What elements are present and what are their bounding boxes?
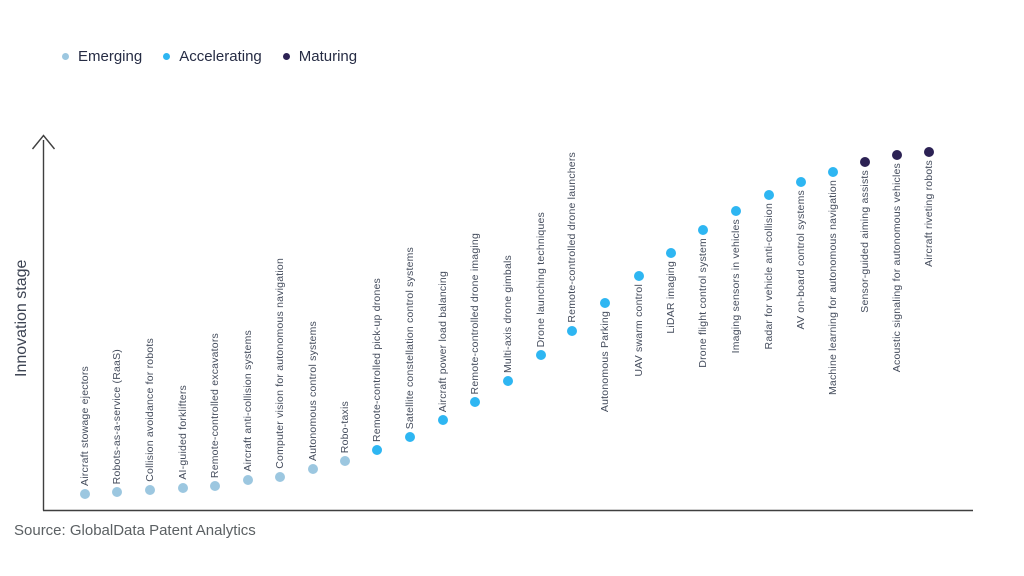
data-point-label: Autonomous control systems [307,320,319,461]
data-point-label: UAV swarm control [633,284,645,377]
data-point [828,167,838,177]
chart-legend: Emerging Accelerating Maturing [62,48,357,65]
data-point [764,190,774,200]
y-axis-arrow-icon [31,134,56,150]
data-point-label: Remote-controlled drone imaging [469,232,481,394]
data-point-label: Remote-controlled drone launchers [566,152,578,323]
data-point-label: Collision avoidance for robots [144,338,156,482]
legend-label: Accelerating [179,48,262,65]
data-point-label: Robots-as-a-service (RaaS) [111,348,123,484]
data-point [536,350,546,360]
data-point-label: Remote-controlled pick-up drones [371,278,383,442]
data-point-label: Autonomous Parking [599,311,611,413]
data-point-label: Aircraft stowage ejectors [79,366,91,486]
data-point-label: Aircraft power load balancing [437,270,449,412]
data-point [210,481,220,491]
data-point [145,485,155,495]
data-point [731,206,741,216]
data-point-label: Machine learning for autonomous navigati… [827,180,839,396]
data-point-label: Acoustic signaling for autonomous vehicl… [891,163,903,373]
data-point-label: Robo-taxis [339,400,351,453]
data-point-label: Radar for vehicle anti-collision [763,203,775,350]
legend-dot-icon [163,53,171,60]
source-note: Source: GlobalData Patent Analytics [14,522,256,539]
data-point [600,298,610,308]
data-point [178,483,188,493]
data-point-label: Aircraft riveting robots [923,160,935,267]
data-point [112,487,122,497]
data-point [892,150,902,160]
data-point-label: Aircraft anti-collision systems [242,330,254,472]
data-point-label: Sensor-guided aiming assists [859,170,871,313]
data-point [372,445,382,455]
data-point-label: Imaging sensors in vehicles [730,219,742,354]
data-point [405,432,415,442]
data-point [567,326,577,336]
data-point [666,248,676,258]
legend-dot-icon [282,53,290,60]
data-point [340,456,350,466]
data-point-label: Computer vision for autonomous navigatio… [274,258,286,469]
data-point [924,147,934,157]
data-point [634,271,644,281]
data-point-label: LiDAR imaging [665,261,677,334]
data-point [698,225,708,235]
data-point [860,157,870,167]
legend-dot-icon [62,53,69,60]
data-point [470,397,480,407]
data-point [438,415,448,425]
data-point-label: Multi-axis drone gimbals [502,254,514,373]
data-point [80,489,90,499]
data-point [308,464,318,474]
data-point [796,177,806,187]
data-point-label: Satellite constellation control systems [404,246,416,429]
legend-item-accelerating: Accelerating [163,48,262,65]
legend-label: Emerging [78,48,143,65]
data-point-label: Remote-controlled excavators [209,332,221,478]
legend-item-maturing: Maturing [282,48,358,65]
legend-label: Maturing [298,48,358,65]
data-point-label: AI-guided forklifters [177,385,189,480]
data-point [503,376,513,386]
data-point-label: Drone flight control system [697,238,709,368]
data-point [243,475,253,485]
y-axis-label: Innovation stage [13,259,30,377]
data-point-label: AV on-board control systems [795,190,807,330]
data-point [275,472,285,482]
data-point-label: Drone launching techniques [535,211,547,347]
legend-item-emerging: Emerging [62,48,142,65]
